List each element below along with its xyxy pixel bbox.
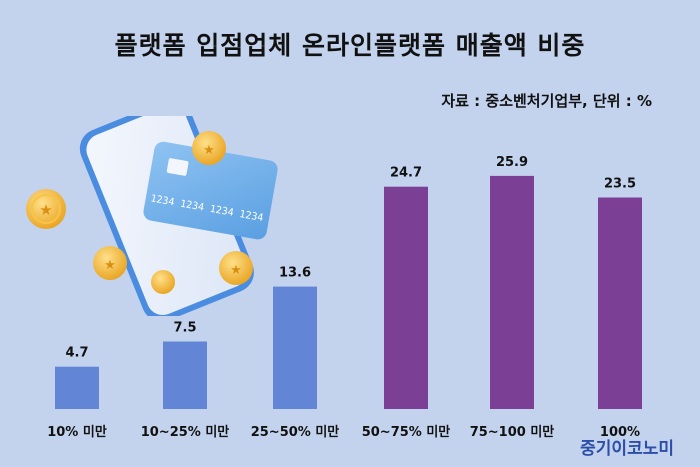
payment-illustration: 1234 1234 1234 1234 ★ ★ ★ ★ <box>26 116 278 316</box>
coin-icon: ★ <box>93 246 127 280</box>
svg-text:★: ★ <box>104 258 116 273</box>
category-label-4: 75~100 미만 <box>470 424 555 440</box>
credit-card-icon: 1234 1234 1234 1234 <box>143 141 278 240</box>
category-label-1: 10~25% 미만 <box>141 424 230 440</box>
value-label-1: 7.5 <box>173 321 196 336</box>
brand-logo: 중기이코노미 <box>580 439 674 459</box>
category-label-5: 100% <box>600 425 640 440</box>
coin-icon: ★ <box>26 189 66 229</box>
coin-icon <box>151 270 175 294</box>
chart-title: 플랫폼 입점업체 온라인플랫폼 매출액 비중 <box>114 31 586 60</box>
svg-text:★: ★ <box>39 201 52 219</box>
category-label-2: 25~50% 미만 <box>251 424 340 440</box>
value-label-5: 23.5 <box>604 177 636 192</box>
bar-5 <box>598 197 642 409</box>
coin-icon: ★ <box>192 131 226 165</box>
value-label-4: 25.9 <box>496 155 528 170</box>
bar-2 <box>273 286 317 409</box>
bar-4 <box>490 175 534 409</box>
svg-text:★: ★ <box>203 143 215 158</box>
bar-0 <box>55 366 99 409</box>
category-label-0: 10% 미만 <box>47 424 107 440</box>
bar-1 <box>163 341 207 409</box>
category-label-3: 50~75% 미만 <box>362 424 451 440</box>
value-label-3: 24.7 <box>390 166 422 181</box>
value-label-2: 13.6 <box>279 266 311 281</box>
source-note: 자료 : 중소벤처기업부, 단위 : % <box>441 92 652 110</box>
bar-3 <box>384 186 428 409</box>
coin-icon: ★ <box>219 251 253 285</box>
svg-text:★: ★ <box>230 263 242 278</box>
value-label-0: 4.7 <box>65 346 88 361</box>
